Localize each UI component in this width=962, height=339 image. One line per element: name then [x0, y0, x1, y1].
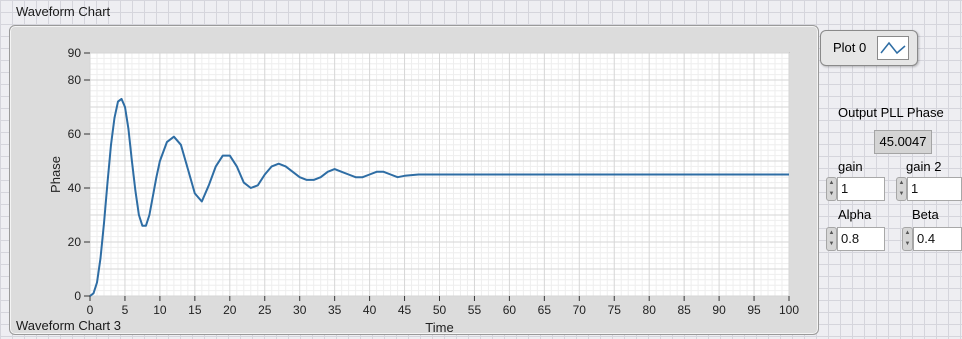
- x-tick-label: 5: [122, 303, 129, 317]
- legend-label: Plot 0: [833, 40, 867, 55]
- x-tick-label: 35: [328, 303, 342, 317]
- series-line: [89, 97, 789, 297]
- increment-icon[interactable]: ▲: [898, 180, 905, 186]
- chart-caption: Waveform Chart 3: [16, 318, 121, 333]
- x-tick-label: 95: [747, 303, 761, 317]
- gain2-label: gain 2: [906, 159, 942, 174]
- x-tick-label: 25: [258, 303, 272, 317]
- x-tick-label: 30: [293, 303, 307, 317]
- y-tick-label: 80: [68, 73, 82, 87]
- x-tick-label: 85: [677, 303, 691, 317]
- x-axis-label: Time: [425, 320, 453, 334]
- beta-label: Beta: [912, 207, 939, 222]
- gain-input[interactable]: 1: [837, 177, 885, 201]
- decrement-icon[interactable]: ▼: [898, 191, 905, 197]
- y-tick-label: 60: [68, 127, 82, 141]
- chart-title: Waveform Chart: [16, 4, 111, 19]
- y-tick-label: 20: [68, 235, 82, 249]
- y-axis-label: Phase: [48, 156, 63, 193]
- decrement-icon[interactable]: ▼: [828, 241, 835, 247]
- alpha-label: Alpha: [838, 207, 872, 222]
- x-tick-label: 45: [398, 303, 412, 317]
- output-pll-phase-label: Output PLL Phase: [838, 105, 944, 120]
- beta-input[interactable]: 0.4: [913, 227, 962, 251]
- x-tick-label: 40: [363, 303, 377, 317]
- x-tick-label: 0: [87, 303, 94, 317]
- x-tick-label: 15: [188, 303, 202, 317]
- increment-icon[interactable]: ▲: [828, 180, 835, 186]
- increment-icon[interactable]: ▲: [828, 230, 835, 236]
- x-tick-label: 50: [433, 303, 447, 317]
- output-pll-phase-indicator: 45.0047: [874, 130, 932, 154]
- x-tick-label: 100: [779, 303, 799, 317]
- alpha-input[interactable]: 0.8: [837, 227, 885, 251]
- x-tick-label: 70: [573, 303, 587, 317]
- x-tick-label: 75: [608, 303, 622, 317]
- decrement-icon[interactable]: ▼: [904, 241, 911, 247]
- gain-label: gain: [838, 159, 863, 174]
- x-tick-label: 60: [503, 303, 517, 317]
- gain2-control: ▲ ▼ 1: [896, 177, 962, 201]
- beta-control: ▲ ▼ 0.4: [902, 227, 962, 251]
- gain2-input[interactable]: 1: [907, 177, 962, 201]
- plot-legend[interactable]: Plot 0: [820, 30, 918, 66]
- increment-icon[interactable]: ▲: [904, 230, 911, 236]
- x-tick-label: 20: [223, 303, 237, 317]
- decrement-icon[interactable]: ▼: [828, 191, 835, 197]
- line-plot-icon[interactable]: [877, 36, 909, 60]
- waveform-chart-svg: 0 5 10 15 20 25 30 35 40 45 50 55 60 65 70 75 80 85 90 95 10…: [48, 46, 799, 334]
- x-tick-label: 90: [712, 303, 726, 317]
- beta-spinner[interactable]: ▲ ▼: [902, 227, 913, 251]
- x-tick-label: 10: [153, 303, 167, 317]
- gain-spinner[interactable]: ▲ ▼: [826, 177, 837, 201]
- gain-control: ▲ ▼ 1: [826, 177, 885, 201]
- alpha-control: ▲ ▼ 0.8: [826, 227, 885, 251]
- y-tick-label: 90: [68, 46, 82, 60]
- x-tick-label: 55: [468, 303, 482, 317]
- x-tick-label: 65: [538, 303, 552, 317]
- waveform-chart[interactable]: 0 5 10 15 20 25 30 35 40 45 50 55 60 65 70 75 80 85 90 95 10…: [9, 25, 819, 335]
- x-tick-label: 80: [643, 303, 657, 317]
- alpha-spinner[interactable]: ▲ ▼: [826, 227, 837, 251]
- gain2-spinner[interactable]: ▲ ▼: [896, 177, 907, 201]
- y-tick-label: 40: [68, 181, 82, 195]
- y-tick-label: 0: [74, 289, 81, 303]
